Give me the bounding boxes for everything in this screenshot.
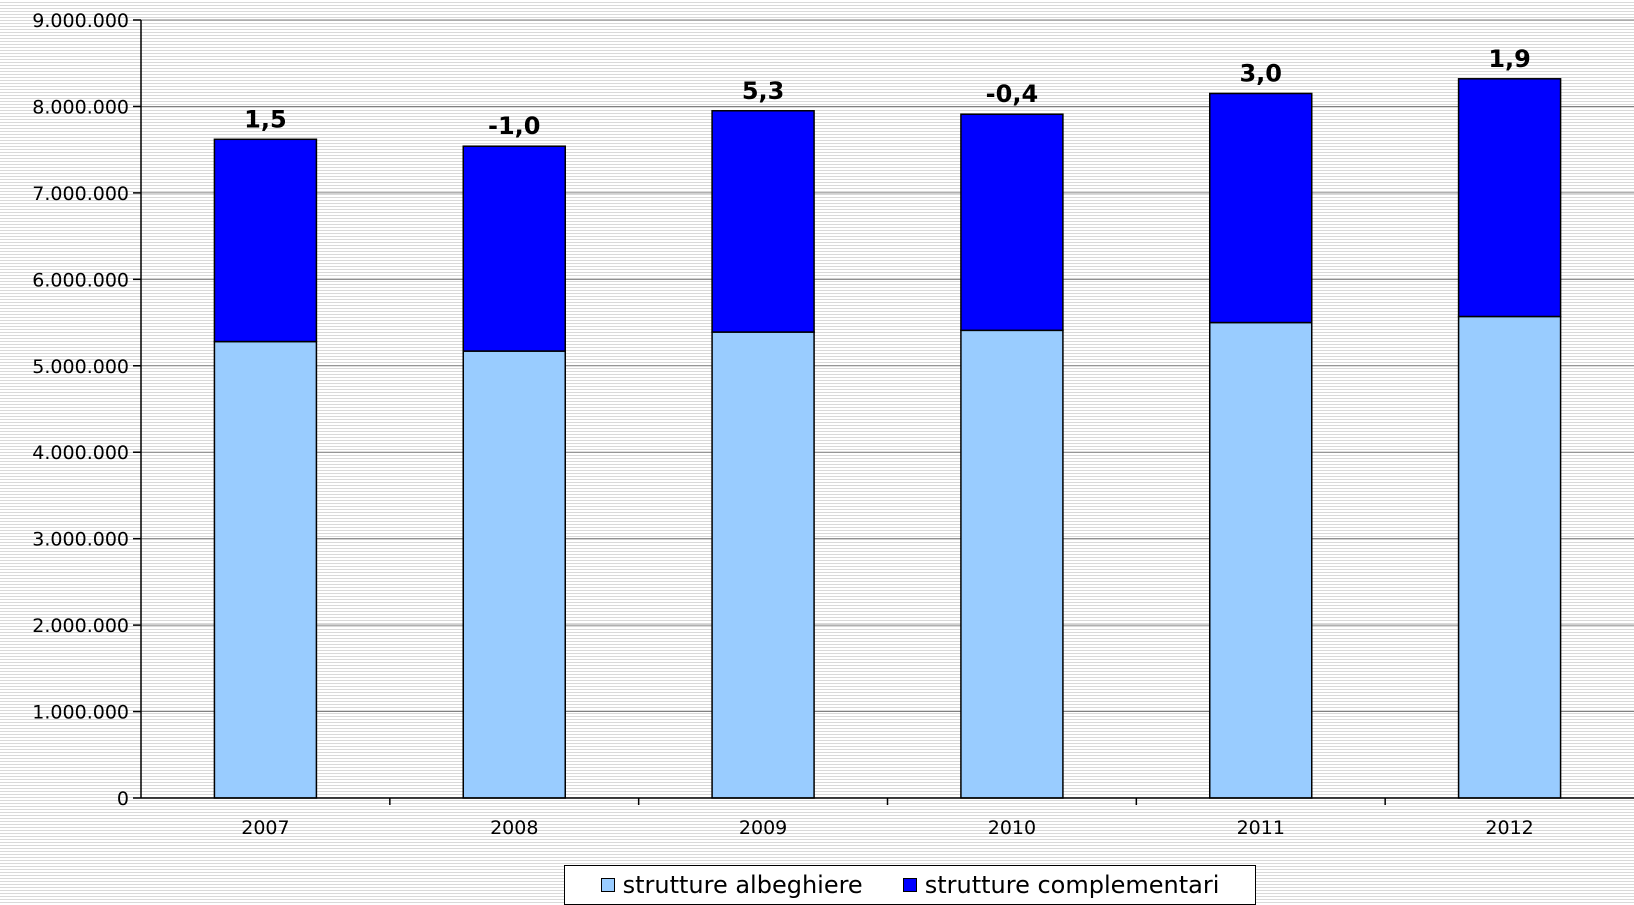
legend: strutture albeghiere strutture complemen… xyxy=(564,865,1256,905)
x-tick-label: 2011 xyxy=(1237,817,1285,839)
y-tick-label: 7.000.000 xyxy=(32,183,129,205)
data-label: 5,3 xyxy=(742,77,785,105)
y-tick-label: 4.000.000 xyxy=(32,442,129,464)
bar-albeghiere-2008 xyxy=(462,350,566,799)
bar-complementari-2011 xyxy=(1209,92,1313,324)
x-tick-label: 2010 xyxy=(988,817,1036,839)
gridlines xyxy=(141,19,1634,713)
x-tick-label: 2008 xyxy=(490,817,538,839)
y-tick-label: 5.000.000 xyxy=(32,356,129,378)
bar-complementari-2007 xyxy=(213,138,318,343)
bars xyxy=(213,78,1562,799)
x-tick-label: 2007 xyxy=(241,817,289,839)
data-labels: 1,5 -1,0 5,3 -0,4 3,0 1,9 xyxy=(244,45,1531,140)
axis-ticks: 0 1.000.000 2.000.000 3.000.000 4.000.000 5.0… xyxy=(32,10,1533,839)
data-label: 1,5 xyxy=(244,105,287,133)
legend-label-albeghiere: strutture albeghiere xyxy=(622,871,863,899)
x-tick-label: 2009 xyxy=(739,817,787,839)
bar-complementari-2009 xyxy=(711,110,815,333)
data-label: 1,9 xyxy=(1488,45,1531,73)
bar-complementari-2012 xyxy=(1457,78,1562,318)
x-tick-label: 2012 xyxy=(1485,817,1533,839)
legend-swatch-albeghiere xyxy=(600,878,615,892)
data-label: -0,4 xyxy=(986,80,1038,108)
legend-label-complementari: strutture complementari xyxy=(924,871,1220,899)
bar-albeghiere-2007 xyxy=(213,340,318,799)
y-tick-label: 6.000.000 xyxy=(32,269,129,291)
bar-albeghiere-2012 xyxy=(1457,315,1562,799)
bar-complementari-2010 xyxy=(960,113,1064,332)
legend-swatch-complementari xyxy=(902,878,917,892)
data-label: -1,0 xyxy=(488,112,540,140)
y-tick-label: 0 xyxy=(117,788,129,810)
bar-albeghiere-2009 xyxy=(711,331,815,799)
y-tick-label: 8.000.000 xyxy=(32,96,129,118)
y-tick-label: 2.000.000 xyxy=(32,615,129,637)
y-tick-label: 3.000.000 xyxy=(32,529,129,551)
data-label: 3,0 xyxy=(1239,59,1282,87)
bar-complementari-2008 xyxy=(462,145,566,352)
y-tick-label: 9.000.000 xyxy=(32,10,129,32)
y-tick-label: 1.000.000 xyxy=(32,702,129,724)
legend-entry-albeghiere: strutture albeghiere xyxy=(600,871,863,899)
legend-entry-complementari: strutture complementari xyxy=(902,871,1220,899)
bar-albeghiere-2011 xyxy=(1209,321,1313,799)
bar-albeghiere-2010 xyxy=(960,329,1064,799)
